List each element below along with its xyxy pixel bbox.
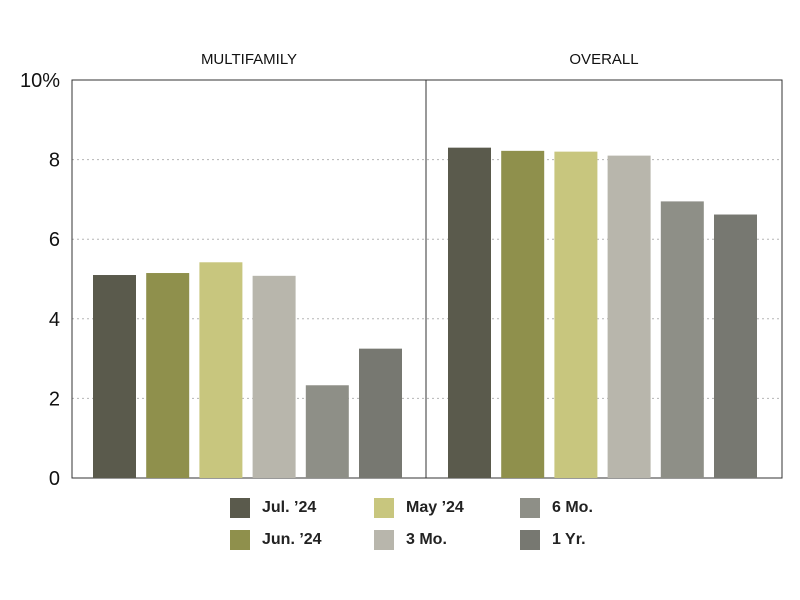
bar [252, 275, 296, 478]
legend-item-jul-24: Jul. ’24 [230, 496, 316, 520]
legend-swatch [520, 498, 540, 518]
panel-title: OVERALL [569, 51, 638, 68]
bar [714, 214, 757, 479]
legend-label: Jun. ’24 [262, 531, 322, 548]
legend-swatch [374, 498, 394, 518]
legend: Jul. ’24 Jun. ’24 May ’24 3 Mo. 6 Mo. 1 … [230, 496, 650, 558]
legend-swatch [230, 498, 250, 518]
legend-item-3-mo: 3 Mo. [374, 528, 447, 552]
legend-label: Jul. ’24 [262, 499, 317, 516]
y-tick-label: 8 [49, 150, 60, 172]
bar [359, 348, 402, 478]
y-tick-label: 6 [49, 229, 60, 251]
legend-swatch [520, 530, 540, 550]
bar [660, 201, 704, 478]
bar [501, 150, 545, 478]
legend-swatch [374, 530, 394, 550]
legend-label: 3 Mo. [406, 531, 447, 548]
legend-item-jun-24: Jun. ’24 [230, 528, 322, 552]
y-tick-label: 10% [20, 70, 60, 92]
legend-label: 6 Mo. [552, 499, 593, 516]
bar [199, 262, 243, 478]
legend-label: May ’24 [406, 499, 464, 516]
legend-swatch [230, 530, 250, 550]
bar [146, 273, 190, 478]
legend-item-1-yr: 1 Yr. [520, 528, 586, 552]
legend-label: 1 Yr. [552, 531, 586, 548]
y-tick-label: 0 [49, 468, 60, 490]
y-tick-label: 2 [49, 388, 60, 410]
bar [607, 155, 651, 478]
plot-frame [71, 79, 783, 479]
bar [305, 385, 349, 478]
panel-title: MULTIFAMILY [201, 51, 297, 68]
bar [93, 275, 136, 478]
bar [448, 147, 491, 478]
legend-item-6-mo: 6 Mo. [520, 496, 593, 520]
bar [554, 151, 598, 478]
y-tick-label: 4 [49, 309, 60, 331]
legend-item-may-24: May ’24 [374, 496, 464, 520]
